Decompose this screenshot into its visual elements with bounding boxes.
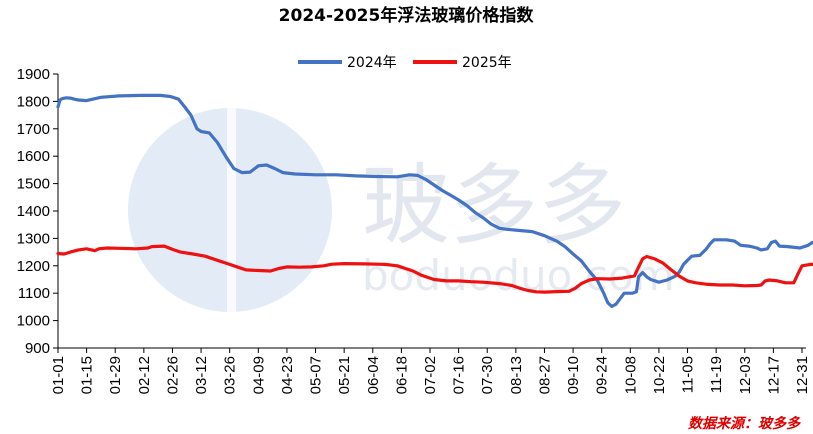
x-tick-label: 03-12 [193,356,210,394]
source-label: 数据来源：玻多多 [688,415,801,432]
legend: 2024年 2025年 [298,55,512,71]
y-axis-ticks: 900 1000 1100 1200 1300 1400 1500 1600 1700 1800 1… [17,66,58,357]
legend-label-2025: 2025年 [462,55,512,71]
x-tick-label: 07-16 [451,356,468,394]
x-tick-label: 01-01 [50,356,67,394]
x-tick-label: 09-10 [565,356,582,394]
x-tick-label: 09-24 [594,356,611,394]
watermark-logo-text: 玻多多 [362,154,626,257]
x-tick-label: 06-04 [365,356,382,394]
y-tick-label: 1100 [18,285,50,302]
x-tick-label: 12-31 [794,356,811,394]
y-tick-label: 1600 [17,148,50,165]
y-tick-label: 1200 [17,258,50,275]
x-tick-label: 01-15 [79,356,96,394]
x-tick-label: 07-02 [422,356,439,394]
y-tick-label: 900 [25,340,50,357]
y-tick-label: 1700 [17,121,50,138]
y-tick-label: 1800 [17,93,50,110]
y-tick-label: 1500 [17,176,50,193]
x-tick-label: 10-22 [651,356,668,394]
y-tick-label: 1900 [17,66,50,83]
x-tick-label: 11-05 [680,356,697,393]
x-tick-label: 10-08 [622,356,639,394]
x-tick-label: 08-27 [536,356,553,394]
watermark-url-text: boduoduo.com [362,251,675,300]
x-tick-label: 05-21 [336,356,353,394]
x-tick-label: 05-07 [308,356,325,394]
legend-label-2024: 2024年 [347,55,397,71]
x-tick-label: 02-12 [136,356,153,394]
chart-title: 2024-2025年浮法玻璃价格指数 [279,5,535,26]
x-tick-label: 11-19 [708,356,725,393]
x-tick-label: 07-30 [479,356,496,394]
x-tick-label: 03-26 [222,356,239,394]
x-tick-label: 12-17 [765,356,782,394]
watermark-logo-bar [227,92,236,330]
y-tick-label: 1300 [17,230,50,247]
series-line-2024 [56,93,813,308]
y-tick-label: 1400 [17,203,50,220]
x-tick-label: 02-26 [164,356,181,394]
x-axis-ticks: 01-01 01-15 01-29 02-12 02-26 03-12 03-26 04-09… [50,348,811,394]
series-group [56,93,813,308]
x-tick-label: 04-09 [250,356,267,394]
y-tick-label: 1000 [17,313,50,330]
x-tick-label: 06-18 [393,356,410,394]
x-tick-label: 12-03 [737,356,754,394]
x-tick-label: 01-29 [107,356,124,394]
watermark: 玻多多 boduoduo.com [128,92,675,330]
x-tick-label: 04-23 [279,356,296,394]
series-line-2025 [56,244,813,294]
x-tick-label: 08-13 [508,356,525,394]
